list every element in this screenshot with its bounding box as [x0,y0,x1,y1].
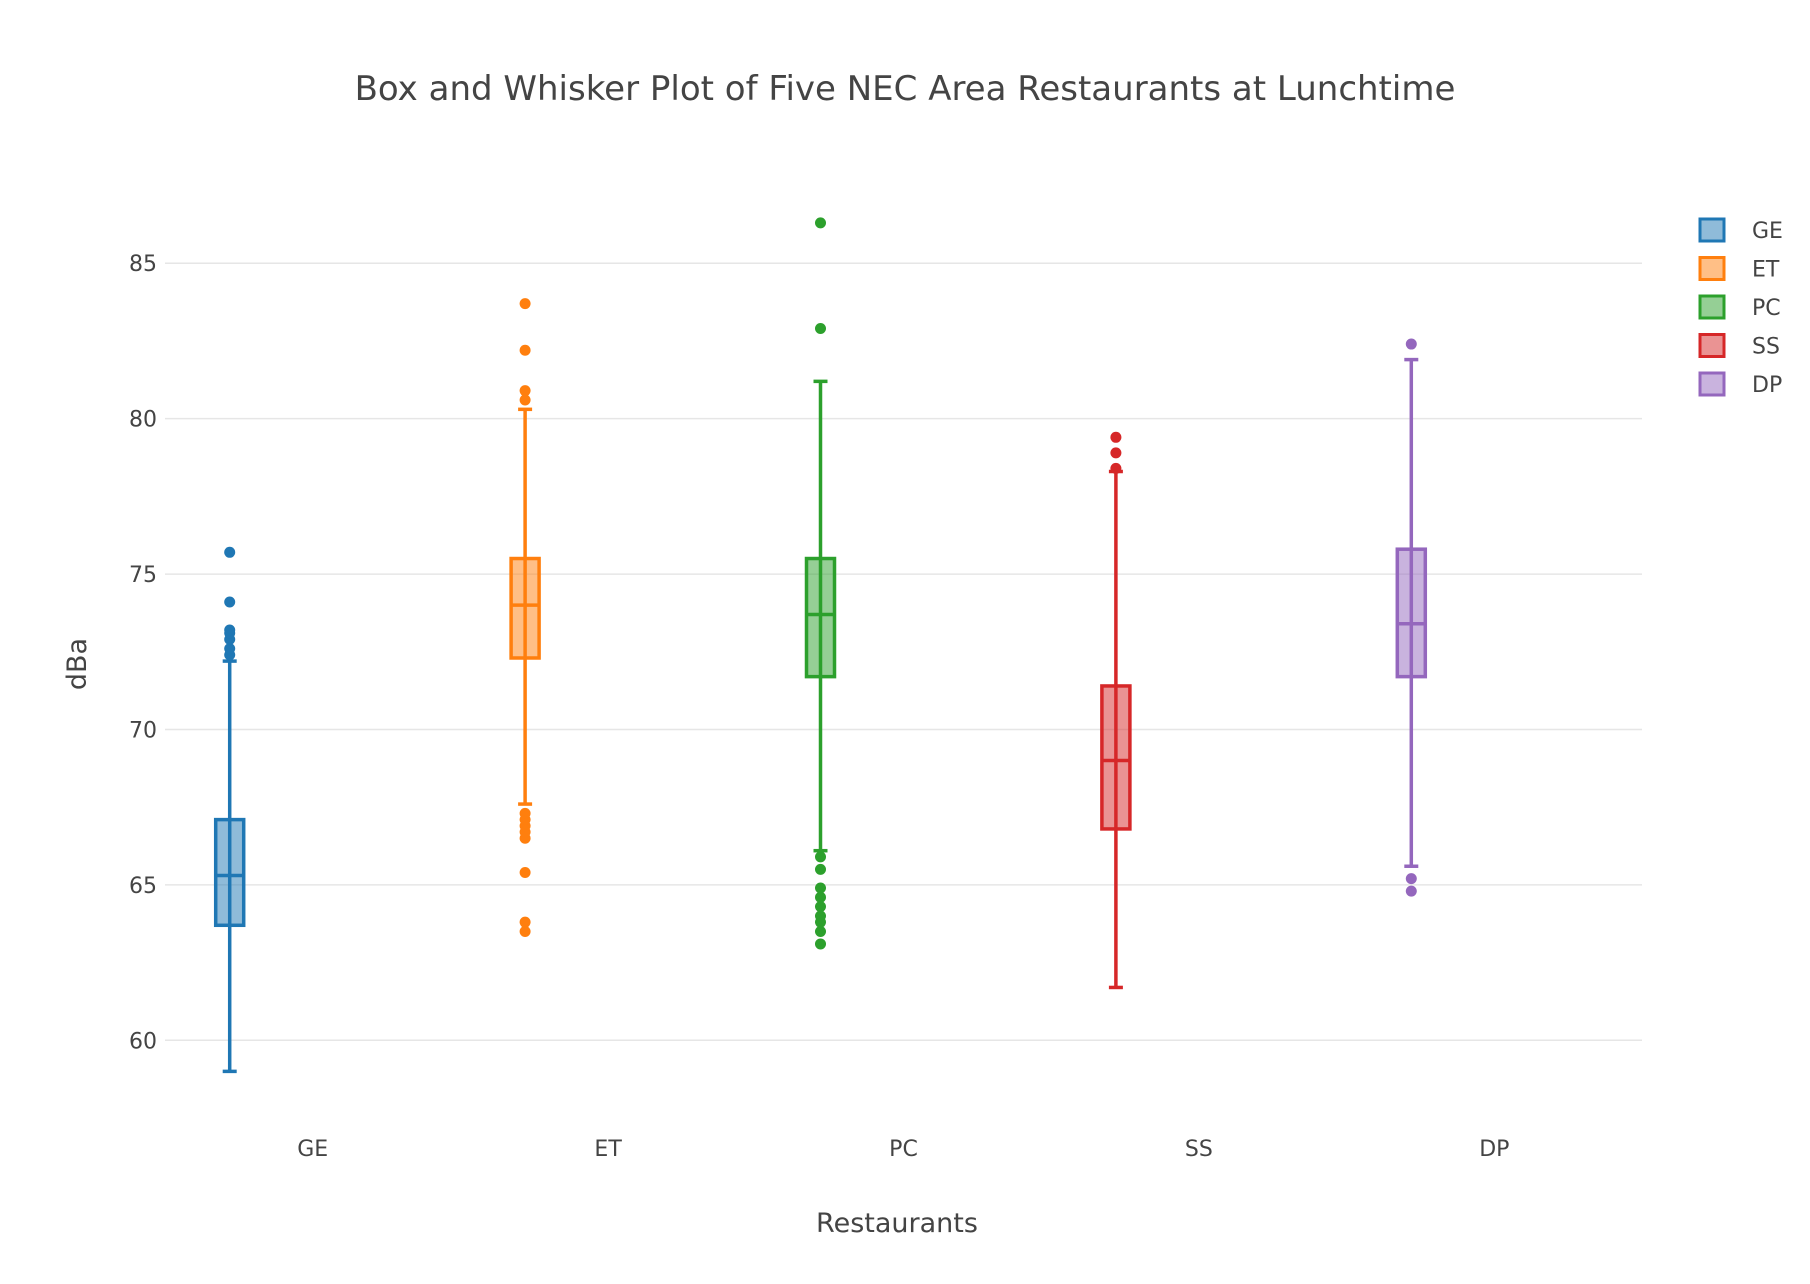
box-series [213,217,1428,1074]
y-tick-label-85: 85 [129,252,157,277]
x-axis-title: Restaurants [816,1208,978,1239]
legend-label: SS [1752,335,1780,360]
y-axis-title: dBa [62,638,93,690]
x-tick-label-dp: DP [1479,1137,1509,1162]
y-axis-ticks: 60 65 70 75 80 85 [129,252,157,1054]
legend-swatch [1698,217,1726,243]
outlier-point [224,624,236,636]
legend-item-et[interactable]: ET [1698,256,1780,283]
x-tick-label-pc: PC [889,1137,918,1162]
legend-label: DP [1752,373,1782,398]
legend-label: PC [1752,296,1781,321]
legend: GE ET PC SS DP [1698,217,1783,398]
box-pc [804,217,837,950]
outlier-point [519,385,531,397]
outlier-point [815,891,826,903]
box-iqr [1100,684,1132,831]
y-tick-label-75: 75 [129,563,157,588]
y-tick-label-80: 80 [129,408,157,433]
x-tick-label-ge: GE [297,1137,328,1162]
legend-swatch [1698,294,1726,320]
outlier-point [519,916,531,928]
legend-item-dp[interactable]: DP [1698,371,1782,398]
y-tick-label-60: 60 [129,1029,157,1054]
outlier-point [815,851,826,863]
chart-title: Box and Whisker Plot of Five NEC Area Re… [355,69,1456,109]
x-tick-label-ss: SS [1185,1137,1213,1162]
outlier-point [815,910,826,922]
outlier-point [519,866,531,878]
outlier-point [519,807,531,819]
legend-label: GE [1752,219,1783,244]
gridlines [165,262,1642,1042]
box-ge [213,546,246,1074]
box-iqr [509,556,541,660]
box-iqr [804,556,837,679]
outlier-point [1110,431,1122,443]
outlier-point [1110,447,1122,459]
outlier-point [815,901,826,913]
legend-swatch [1698,371,1726,397]
outlier-point [1405,873,1417,885]
legend-item-ge[interactable]: GE [1698,217,1783,244]
legend-swatch [1698,333,1726,358]
outlier-point [519,344,531,356]
x-axis-ticks: GE ET PC SS DP [297,1137,1509,1162]
outlier-point [815,938,826,950]
outlier-point [815,926,826,938]
box-iqr [1395,547,1428,679]
legend-label: ET [1752,258,1780,283]
y-tick-label-65: 65 [129,874,157,899]
outlier-point [815,217,826,229]
y-tick-label-70: 70 [129,718,157,743]
box-iqr [213,817,246,928]
legend-swatch [1698,256,1726,281]
outlier-point [519,298,531,310]
outlier-point [815,882,826,894]
legend-item-ss[interactable]: SS [1698,333,1780,360]
outlier-point [224,596,236,608]
outlier-point [519,394,531,406]
outlier-point [1405,885,1417,897]
outlier-point [1110,462,1122,474]
outlier-point [224,643,236,655]
box-et [509,298,541,938]
box-ss [1100,431,1132,990]
outlier-point [815,863,826,875]
x-tick-label-et: ET [594,1137,622,1162]
legend-item-pc[interactable]: PC [1698,294,1781,321]
outlier-point [519,926,531,938]
outlier-point [815,323,826,335]
outlier-point [1405,338,1417,350]
box-dp [1395,338,1428,897]
outlier-point [224,546,236,558]
